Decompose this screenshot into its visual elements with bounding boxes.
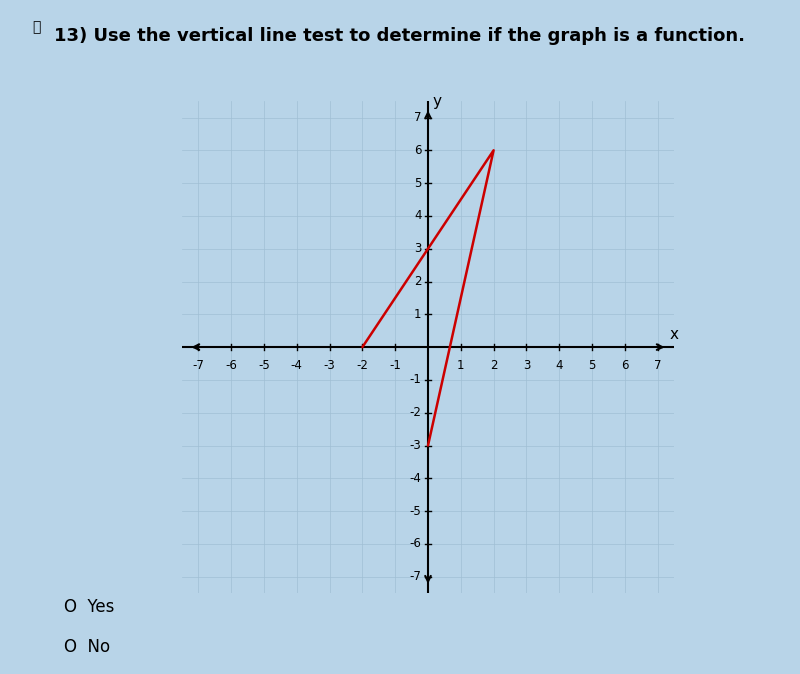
Text: 1: 1 bbox=[457, 359, 465, 371]
Text: -6: -6 bbox=[410, 537, 422, 551]
Text: 3: 3 bbox=[522, 359, 530, 371]
Text: -2: -2 bbox=[410, 406, 422, 419]
Text: 🔖: 🔖 bbox=[32, 20, 40, 34]
Text: -4: -4 bbox=[410, 472, 422, 485]
Text: -6: -6 bbox=[226, 359, 237, 371]
Text: y: y bbox=[433, 94, 442, 109]
Text: 1: 1 bbox=[414, 308, 422, 321]
Text: -2: -2 bbox=[357, 359, 368, 371]
Text: 4: 4 bbox=[414, 210, 422, 222]
Text: 7: 7 bbox=[414, 111, 422, 124]
Text: -1: -1 bbox=[410, 373, 422, 386]
Text: -3: -3 bbox=[410, 439, 422, 452]
Text: 2: 2 bbox=[414, 275, 422, 288]
Text: 13) Use the vertical line test to determine if the graph is a function.: 13) Use the vertical line test to determ… bbox=[54, 27, 746, 45]
Text: -1: -1 bbox=[390, 359, 401, 371]
Text: 6: 6 bbox=[621, 359, 629, 371]
Text: 7: 7 bbox=[654, 359, 662, 371]
Text: -4: -4 bbox=[291, 359, 302, 371]
Text: 5: 5 bbox=[588, 359, 596, 371]
Text: O  Yes: O Yes bbox=[64, 598, 114, 615]
Text: x: x bbox=[670, 327, 678, 342]
Text: 2: 2 bbox=[490, 359, 498, 371]
Text: 4: 4 bbox=[555, 359, 563, 371]
Text: 5: 5 bbox=[414, 177, 422, 189]
Text: -5: -5 bbox=[258, 359, 270, 371]
Text: -3: -3 bbox=[324, 359, 335, 371]
Text: 3: 3 bbox=[414, 242, 422, 255]
Text: -5: -5 bbox=[410, 505, 422, 518]
Text: 6: 6 bbox=[414, 144, 422, 157]
Text: -7: -7 bbox=[410, 570, 422, 583]
Text: O  No: O No bbox=[64, 638, 110, 656]
Text: -7: -7 bbox=[193, 359, 204, 371]
